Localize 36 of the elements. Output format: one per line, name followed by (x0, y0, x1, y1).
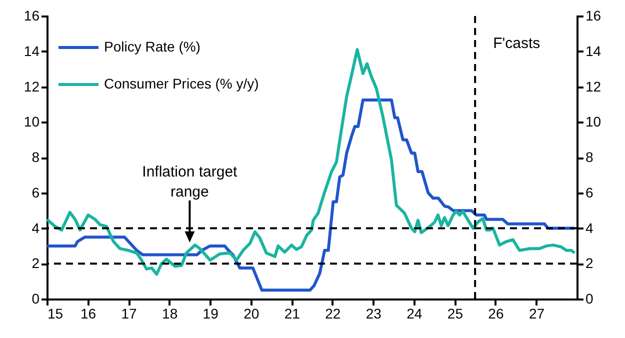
x-tick-label: 27 (528, 306, 545, 322)
y2-tick-label: 16 (586, 8, 602, 24)
ref-line-label: F'casts (493, 35, 540, 52)
y-tick-label: 6 (32, 184, 40, 200)
y2-tick-label: 0 (586, 290, 594, 306)
y2-tick-label: 10 (586, 114, 602, 130)
y-tick-label: 0 (32, 290, 40, 306)
annotation: Inflation target range (142, 163, 238, 200)
x-tick-label: 24 (406, 306, 422, 322)
x-tick-label: 15 (48, 306, 64, 322)
y2-tick-label: 6 (586, 184, 594, 200)
y-tick-label: 12 (24, 78, 40, 94)
y-tick-label: 16 (24, 8, 40, 24)
y-tick-label: 14 (24, 42, 40, 59)
y-tick-label: 10 (24, 114, 40, 130)
x-tick-label: 18 (162, 306, 178, 322)
y2-tick-label: 8 (586, 149, 594, 165)
legend-label: Consumer Prices (% y/y) (104, 76, 259, 92)
y2-tick-label: 2 (586, 255, 594, 272)
y-tick-label: 4 (32, 220, 40, 236)
x-tick-label: 25 (447, 306, 464, 322)
x-tick-label: 17 (121, 306, 138, 322)
x-tick-label: 19 (202, 306, 219, 322)
legend-label: Policy Rate (%) (104, 38, 200, 54)
x-tick-label: 22 (325, 306, 341, 322)
y-tick-label: 2 (32, 255, 40, 272)
x-tick-label: 26 (488, 306, 504, 322)
x-tick-label: 20 (244, 306, 260, 322)
y2-tick-label: 14 (586, 42, 602, 59)
y2-tick-label: 4 (586, 220, 594, 236)
x-tick-label: 21 (284, 306, 300, 322)
x-tick-label: 23 (366, 306, 382, 322)
x-tick-label: 16 (80, 306, 96, 322)
y2-tick-label: 12 (586, 78, 602, 94)
y-tick-label: 8 (32, 149, 40, 165)
line-series (46, 98, 576, 292)
